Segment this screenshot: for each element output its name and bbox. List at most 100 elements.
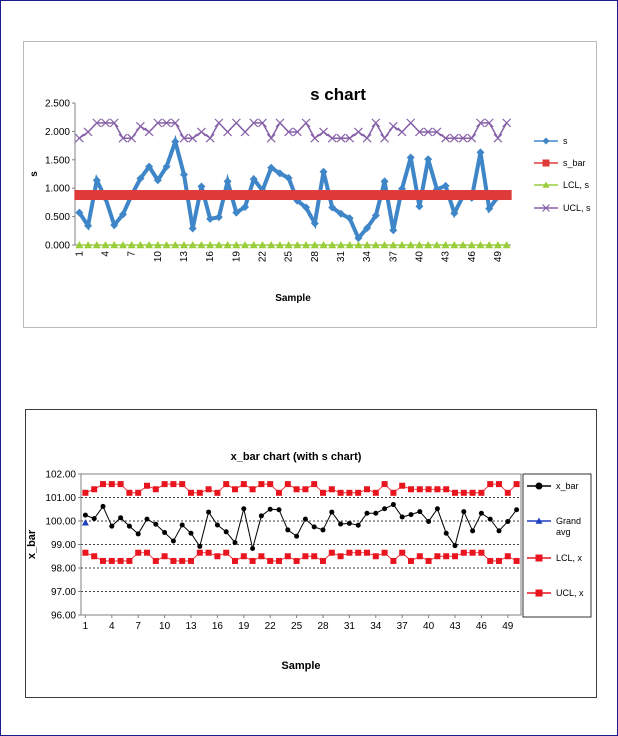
y-tick-label: 1.500	[45, 155, 70, 166]
data-point	[406, 241, 415, 249]
data-point	[153, 176, 162, 185]
data-point	[452, 553, 458, 560]
legend-label: UCL, s	[563, 203, 591, 213]
data-point	[188, 489, 194, 496]
data-point	[223, 549, 230, 556]
legend-label: UCL, x	[556, 588, 584, 598]
data-point	[196, 190, 207, 201]
data-point	[478, 510, 484, 516]
data-point	[406, 153, 415, 162]
data-point	[415, 202, 424, 211]
data-point	[231, 118, 241, 128]
series-s	[75, 134, 511, 243]
data-point	[380, 241, 389, 249]
data-point	[408, 557, 414, 564]
x-tick-label: 46	[467, 251, 478, 263]
legend-swatch-marker	[542, 204, 550, 212]
data-point	[476, 241, 485, 249]
data-point	[232, 540, 238, 546]
data-point	[223, 529, 229, 535]
data-point	[388, 121, 398, 131]
data-point	[108, 481, 115, 488]
data-point	[493, 241, 502, 249]
data-point	[461, 509, 467, 515]
data-point	[355, 489, 362, 496]
x-tick-label: 49	[493, 251, 504, 263]
legend-entry: s_bar	[534, 158, 586, 168]
data-point	[275, 169, 284, 178]
data-point	[355, 522, 361, 528]
data-point	[336, 241, 345, 249]
data-point	[467, 133, 477, 143]
data-point	[153, 241, 162, 249]
data-point	[197, 127, 206, 137]
y-axis-label: s	[29, 171, 40, 177]
data-point	[443, 530, 449, 536]
data-point	[459, 241, 468, 249]
data-point	[231, 190, 242, 201]
series-grand-avg	[81, 519, 89, 526]
xbar-chart-panel[interactable]: x_bar chart (with s chart) 96.00 97.00 98.0…	[25, 409, 597, 698]
data-point	[75, 208, 84, 217]
data-point	[345, 241, 354, 249]
data-point	[170, 118, 180, 128]
data-point	[373, 510, 379, 516]
data-point	[213, 190, 224, 201]
y-tick-label: 100.00	[45, 517, 76, 528]
data-point	[355, 549, 362, 556]
data-point	[214, 553, 221, 560]
data-point	[84, 241, 93, 249]
data-point	[408, 512, 414, 518]
y-tick-label: 96.00	[51, 611, 76, 622]
data-point	[206, 509, 212, 515]
x-tick-label: 16	[212, 621, 224, 632]
data-point	[501, 190, 512, 201]
data-point	[82, 512, 88, 518]
data-point	[276, 507, 282, 513]
data-point	[135, 489, 142, 496]
data-point	[318, 190, 329, 201]
data-point	[364, 486, 370, 493]
data-point	[232, 486, 238, 493]
data-point	[484, 118, 494, 128]
y-tick-label: 0.500	[45, 212, 70, 223]
data-point	[310, 133, 320, 143]
data-point	[371, 211, 380, 220]
x-tick-label: 1	[74, 251, 85, 257]
data-point	[223, 177, 232, 186]
data-point	[240, 190, 251, 201]
data-point	[398, 241, 406, 249]
data-point	[504, 489, 511, 496]
data-point	[328, 203, 337, 212]
data-point	[425, 557, 432, 564]
legend-entry: s	[534, 136, 568, 146]
data-point	[450, 209, 459, 218]
series-line	[77, 134, 507, 242]
data-point	[487, 481, 494, 488]
data-point	[335, 190, 346, 201]
x-tick-label: 40	[423, 621, 435, 632]
data-point	[320, 489, 326, 496]
y-tick-label: 99.00	[51, 540, 76, 551]
data-point	[302, 553, 309, 560]
legend-entry: LCL, s	[534, 180, 590, 190]
data-point	[284, 127, 294, 137]
data-point	[84, 221, 93, 230]
data-point	[144, 190, 155, 201]
data-point	[170, 481, 177, 488]
s-chart-panel[interactable]: s chart 0.000 0.500 1.000 1.500 2.000 2.500 1 4 7…	[23, 41, 597, 328]
data-point	[214, 118, 224, 128]
data-point	[126, 190, 137, 201]
data-point	[514, 507, 520, 513]
data-point	[504, 553, 511, 560]
data-point	[144, 549, 150, 556]
data-point	[153, 521, 159, 527]
data-point	[293, 486, 300, 493]
data-point	[434, 553, 441, 560]
x-tick-label: 34	[362, 251, 373, 263]
y-tick-label: 101.00	[45, 493, 76, 504]
data-point	[319, 167, 328, 176]
x-tick-label: 10	[159, 621, 171, 632]
data-point	[390, 502, 396, 508]
